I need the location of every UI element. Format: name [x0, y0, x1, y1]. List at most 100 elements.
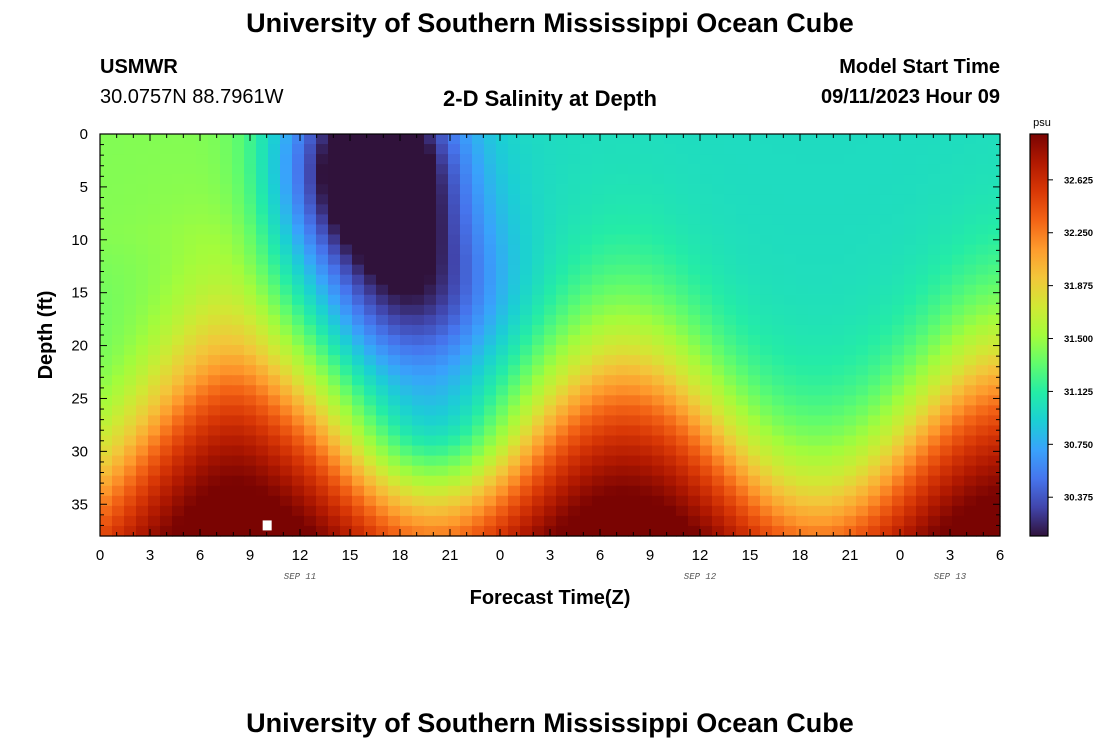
heatmap-cell [736, 274, 749, 286]
heatmap-cell [640, 284, 653, 296]
heatmap-cell [508, 525, 521, 537]
heatmap-cell [556, 304, 569, 316]
heatmap-cell [352, 395, 365, 406]
heatmap-cell [220, 154, 233, 165]
heatmap-cell [316, 234, 329, 246]
heatmap-cell [916, 324, 929, 336]
heatmap-cell [700, 294, 713, 306]
heatmap-cell [856, 254, 869, 266]
heatmap-cell [472, 525, 485, 537]
heatmap-cell [568, 485, 581, 497]
heatmap-cell [292, 345, 305, 356]
heatmap-cell [136, 264, 149, 276]
heatmap-cell [580, 184, 593, 195]
heatmap-cell [232, 485, 245, 497]
heatmap-cell [976, 284, 989, 296]
heatmap-cell [568, 184, 581, 195]
heatmap-cell [448, 184, 461, 195]
heatmap-cell [280, 395, 293, 406]
heatmap-cell [352, 284, 365, 296]
heatmap-cell [988, 435, 1001, 447]
heatmap-cell [688, 194, 701, 205]
heatmap-cell [172, 485, 185, 497]
heatmap-cell [352, 314, 365, 326]
heatmap-cell [592, 495, 605, 507]
heatmap-cell [592, 365, 605, 376]
heatmap-cell [700, 455, 713, 467]
heatmap-cell [736, 385, 749, 396]
y-axis-label: Depth (ft) [35, 291, 57, 380]
heatmap-cell [616, 184, 629, 195]
heatmap-cell [304, 194, 317, 205]
heatmap-cell [820, 304, 833, 316]
heatmap-cell [856, 415, 869, 427]
heatmap-cell [568, 505, 581, 517]
heatmap-cell [412, 234, 425, 246]
heatmap-cell [724, 335, 737, 346]
heatmap-cell [136, 405, 149, 416]
heatmap-cell [208, 455, 221, 467]
heatmap-cell [592, 455, 605, 467]
heatmap-cell [712, 234, 725, 246]
heatmap-cell [772, 505, 785, 517]
heatmap-cell [244, 304, 257, 316]
heatmap-cell [736, 345, 749, 356]
heatmap-cell [736, 435, 749, 447]
heatmap-cell [928, 455, 941, 467]
heatmap-cell [148, 274, 161, 286]
heatmap-cell [436, 164, 449, 175]
heatmap-cell [508, 154, 521, 165]
heatmap-cell [928, 234, 941, 246]
heatmap-cell [532, 345, 545, 356]
heatmap-cell [808, 515, 821, 527]
heatmap-cell [400, 455, 413, 467]
heatmap-cell [304, 174, 317, 185]
heatmap-cell [496, 375, 509, 386]
heatmap-cell [952, 525, 965, 537]
heatmap-cell [892, 525, 905, 537]
heatmap-cell [244, 234, 257, 246]
heatmap-cell [688, 324, 701, 336]
heatmap-cell [640, 144, 653, 155]
heatmap-cell [820, 194, 833, 205]
heatmap-cell [472, 505, 485, 517]
heatmap-cell [412, 485, 425, 497]
heatmap-cell [700, 134, 713, 145]
heatmap-cell [784, 194, 797, 205]
heatmap-cell [676, 445, 689, 457]
heatmap-cell [496, 284, 509, 296]
heatmap-cell [784, 365, 797, 376]
heatmap-cell [328, 294, 341, 306]
heatmap-cell [160, 154, 173, 165]
heatmap-cell [400, 204, 413, 215]
heatmap-cell [892, 324, 905, 336]
heatmap-cell [292, 304, 305, 316]
heatmap-cell [400, 505, 413, 517]
heatmap-cell [532, 294, 545, 306]
heatmap-cell [832, 144, 845, 155]
heatmap-cell [556, 475, 569, 487]
heatmap-cell [352, 505, 365, 517]
heatmap-cell [112, 495, 125, 507]
heatmap-cell [496, 355, 509, 366]
heatmap-cell [160, 385, 173, 396]
heatmap-cell [568, 425, 581, 437]
heatmap-cell [400, 174, 413, 185]
heatmap-cell [856, 164, 869, 175]
heatmap-cell [940, 264, 953, 276]
heatmap-cell [424, 224, 437, 236]
heatmap-cell [856, 134, 869, 145]
heatmap-cell [436, 405, 449, 416]
heatmap-cell [964, 455, 977, 467]
heatmap-cell [460, 234, 473, 246]
heatmap-cell [796, 294, 809, 306]
heatmap-cell [832, 395, 845, 406]
heatmap-cell [688, 505, 701, 517]
heatmap-cell [472, 435, 485, 447]
heatmap-cell [988, 134, 1001, 145]
heatmap-cell [808, 274, 821, 286]
heatmap-cell [604, 184, 617, 195]
heatmap-cell [604, 435, 617, 447]
heatmap-cell [352, 365, 365, 376]
colorbar-tick-label: 31.875 [1064, 281, 1094, 292]
